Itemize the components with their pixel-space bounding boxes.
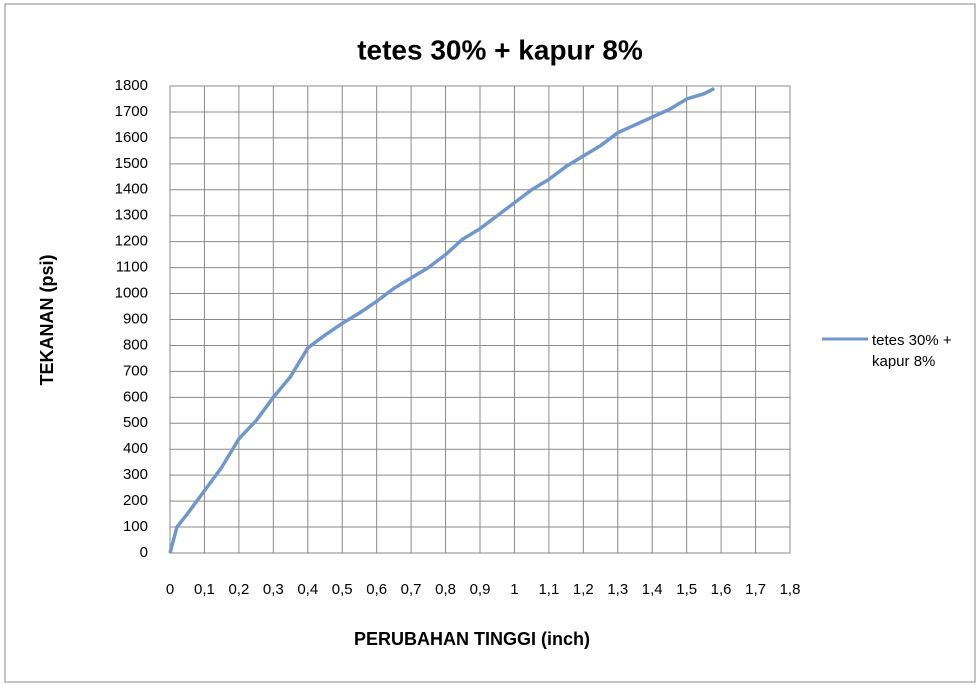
y-tick-label: 0 (140, 544, 148, 561)
y-tick-label: 900 (123, 310, 148, 327)
x-tick-label: 1,5 (676, 581, 697, 598)
y-tick-label: 100 (123, 518, 148, 535)
x-tick-label: 0,7 (401, 581, 422, 598)
y-tick-label: 1000 (115, 285, 148, 302)
x-axis-label: PERUBAHAN TINGGI (inch) (354, 629, 590, 649)
x-tick-label: 0,3 (263, 581, 284, 598)
y-tick-label: 1500 (115, 155, 148, 172)
y-tick-label: 1100 (116, 259, 148, 276)
x-tick-label: 1,7 (745, 581, 766, 598)
x-tick-label: 1,6 (711, 581, 732, 598)
x-tick-label: 1,3 (607, 581, 628, 598)
y-tick-label: 1600 (115, 129, 148, 146)
chart-border (4, 3, 976, 683)
y-axis-label: TEKANAN (psi) (37, 255, 57, 386)
x-tick-label: 0 (166, 581, 174, 598)
x-tick-label: 0,1 (194, 581, 215, 598)
y-tick-label: 1400 (115, 181, 148, 198)
y-tick-label: 1700 (115, 103, 148, 120)
x-tick-label: 0,6 (366, 581, 387, 598)
y-tick-label: 500 (123, 414, 148, 431)
data-line (168, 87, 716, 554)
y-tick-label: 300 (123, 466, 148, 483)
y-tick-label: 400 (123, 440, 148, 457)
y-tick-label: 1800 (115, 77, 148, 94)
x-tick-label: 0,9 (470, 581, 491, 598)
x-tick-label: 1,8 (780, 581, 801, 598)
chart-title: tetes 30% + kapur 8% (357, 34, 643, 65)
y-tick-label: 600 (123, 388, 148, 405)
x-tick-label: 1,2 (573, 581, 594, 598)
y-tick-label: 1300 (115, 207, 148, 224)
x-tick-label: 1,1 (538, 581, 559, 598)
y-tick-label: 800 (123, 336, 148, 353)
y-tick-label: 200 (123, 492, 148, 509)
legend-label: tetes 30% + kapur 8% (872, 332, 952, 370)
x-tick-label: 1 (510, 581, 518, 598)
x-tick-label: 0,4 (297, 581, 318, 598)
x-tick-label: 0,5 (332, 581, 353, 598)
plot-border (169, 85, 791, 554)
x-tick-label: 0,2 (228, 581, 249, 598)
y-tick-label: 1200 (115, 233, 148, 250)
y-tick-label: 700 (123, 362, 148, 379)
x-tick-label: 1,4 (642, 581, 663, 598)
x-tick-label: 0,8 (435, 581, 456, 598)
